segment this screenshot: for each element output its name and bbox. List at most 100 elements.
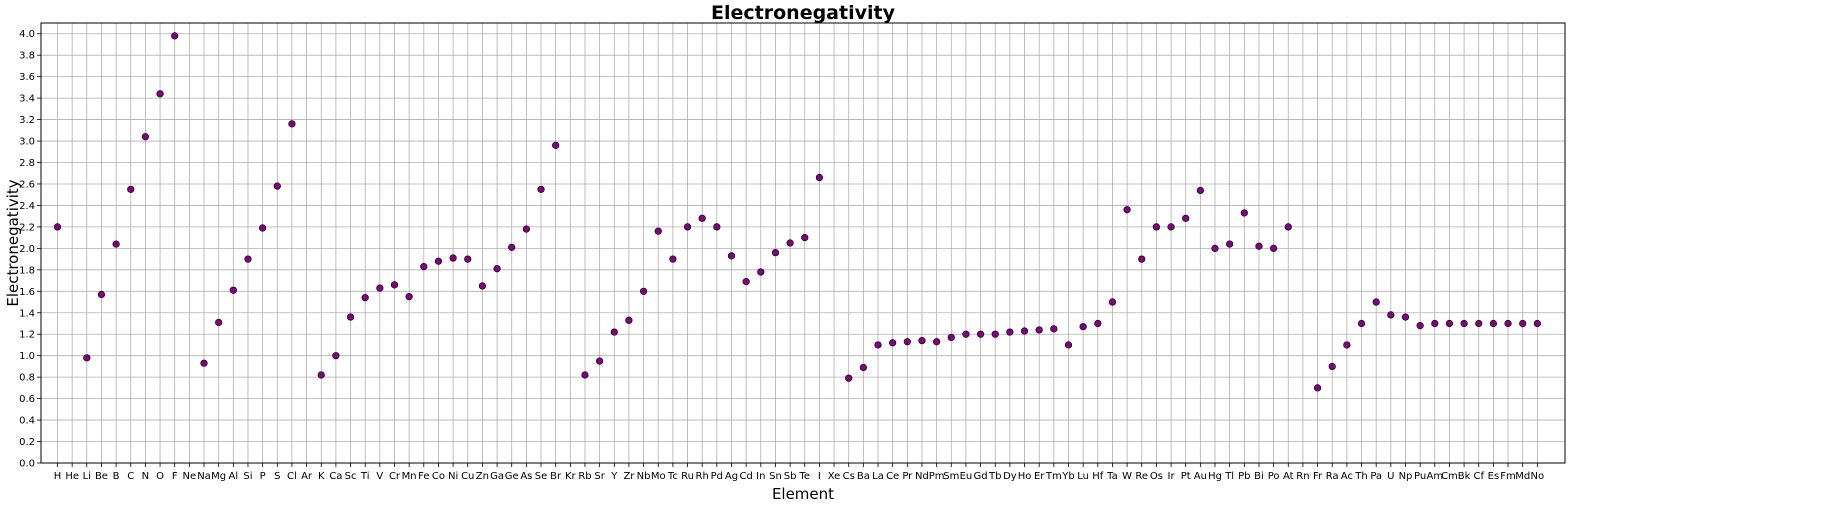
data-point xyxy=(420,263,428,271)
x-tick-label: Be xyxy=(95,471,108,482)
data-point xyxy=(464,255,472,263)
data-point xyxy=(478,282,487,290)
x-tick-label: Sb xyxy=(784,471,797,482)
data-point xyxy=(405,293,413,301)
x-tick-label: Ga xyxy=(490,471,504,482)
data-point xyxy=(713,223,721,231)
x-tick-label: B xyxy=(113,471,120,482)
data-point xyxy=(332,352,340,360)
x-tick-label: Mn xyxy=(402,471,417,482)
data-point xyxy=(1533,319,1541,328)
x-tick-label: Fe xyxy=(418,471,429,482)
x-tick-label: Mo xyxy=(651,471,666,482)
x-tick-label: Li xyxy=(83,471,91,482)
data-point xyxy=(1123,206,1131,214)
x-tick-label: No xyxy=(1531,471,1545,482)
x-tick-label: Sm xyxy=(943,471,959,482)
x-axis-label: Element xyxy=(772,485,834,503)
x-tick-label: Rh xyxy=(696,471,709,482)
data-point xyxy=(625,316,633,324)
y-tick-label: 0.4 xyxy=(19,416,35,427)
x-tick-label: C xyxy=(127,471,134,482)
x-tick-label: Ne xyxy=(183,471,197,482)
x-tick-label: Sn xyxy=(769,471,782,482)
x-tick-label: P xyxy=(260,471,266,482)
x-tick-label: Ir xyxy=(1168,471,1176,482)
data-point xyxy=(346,313,355,321)
data-point xyxy=(1401,313,1410,321)
y-tick-label: 2.0 xyxy=(19,244,35,255)
x-tick-label: As xyxy=(520,471,532,482)
data-point xyxy=(1138,255,1146,263)
data-point xyxy=(493,265,501,273)
y-tick-label: 1.4 xyxy=(19,308,35,319)
x-tick-label: Cf xyxy=(1473,471,1484,482)
data-point xyxy=(859,363,867,372)
x-tick-label: Pu xyxy=(1414,471,1426,482)
data-point xyxy=(1445,319,1454,328)
data-point xyxy=(1416,322,1424,330)
data-point xyxy=(200,359,208,367)
data-point xyxy=(156,90,164,98)
y-tick-label: 1.6 xyxy=(19,287,35,298)
data-point xyxy=(288,120,296,128)
data-point xyxy=(654,227,662,235)
x-tick-label: Se xyxy=(535,471,548,482)
data-point xyxy=(1240,209,1248,217)
data-point xyxy=(171,32,179,40)
data-point xyxy=(845,374,853,382)
x-tick-label: Xe xyxy=(828,471,841,482)
x-tick-label: Po xyxy=(1268,471,1280,482)
data-point xyxy=(1328,362,1336,371)
x-tick-label: Ar xyxy=(301,471,313,482)
x-tick-label: K xyxy=(318,471,325,482)
data-point xyxy=(947,333,955,342)
data-point xyxy=(1519,319,1527,328)
x-tick-label: Pr xyxy=(902,471,913,482)
data-point xyxy=(727,252,736,260)
x-tick-label: La xyxy=(872,471,884,482)
y-tick-label: 0.0 xyxy=(19,459,35,470)
x-tick-label: Fr xyxy=(1313,471,1323,482)
data-point xyxy=(771,249,780,257)
x-tick-label: Tb xyxy=(988,471,1001,482)
x-tick-label: Ce xyxy=(886,471,899,482)
data-point xyxy=(1108,298,1117,306)
x-tick-label: Cd xyxy=(739,471,752,482)
y-tick-label: 2.2 xyxy=(19,222,35,233)
y-tick-label: 3.0 xyxy=(19,137,35,148)
data-point xyxy=(508,243,516,251)
data-point xyxy=(1504,319,1512,328)
data-point xyxy=(1372,298,1380,306)
x-tick-label: Te xyxy=(798,471,810,482)
x-tick-label: Bk xyxy=(1458,471,1471,482)
x-tick-label: Bi xyxy=(1254,471,1264,482)
x-tick-label: Rn xyxy=(1296,471,1309,482)
data-point xyxy=(273,182,281,190)
y-tick-label: 2.8 xyxy=(19,158,35,169)
x-tick-label: Hf xyxy=(1092,471,1104,482)
x-tick-label: Fm xyxy=(1500,471,1516,482)
data-point xyxy=(53,223,62,231)
x-tick-label: Am xyxy=(1426,471,1443,482)
data-point xyxy=(1475,319,1483,328)
data-point xyxy=(522,225,530,233)
data-point xyxy=(390,281,399,289)
data-point xyxy=(1357,319,1366,328)
data-point xyxy=(1064,341,1073,349)
data-point xyxy=(1313,384,1322,392)
x-tick-label: Y xyxy=(610,471,618,482)
data-point xyxy=(991,330,999,338)
x-tick-label: Ta xyxy=(1106,471,1118,482)
chart-title: Electronegativity xyxy=(711,2,896,24)
data-point xyxy=(244,255,252,263)
data-point xyxy=(1387,311,1395,319)
y-tick-label: 3.4 xyxy=(19,94,35,105)
data-point xyxy=(962,330,970,338)
data-point xyxy=(127,185,135,193)
x-tick-label: Pm xyxy=(929,471,945,482)
y-tick-label: 3.8 xyxy=(19,51,35,62)
x-tick-label: Ac xyxy=(1341,471,1353,482)
data-point xyxy=(1020,327,1029,335)
x-tick-label: Os xyxy=(1150,471,1163,482)
